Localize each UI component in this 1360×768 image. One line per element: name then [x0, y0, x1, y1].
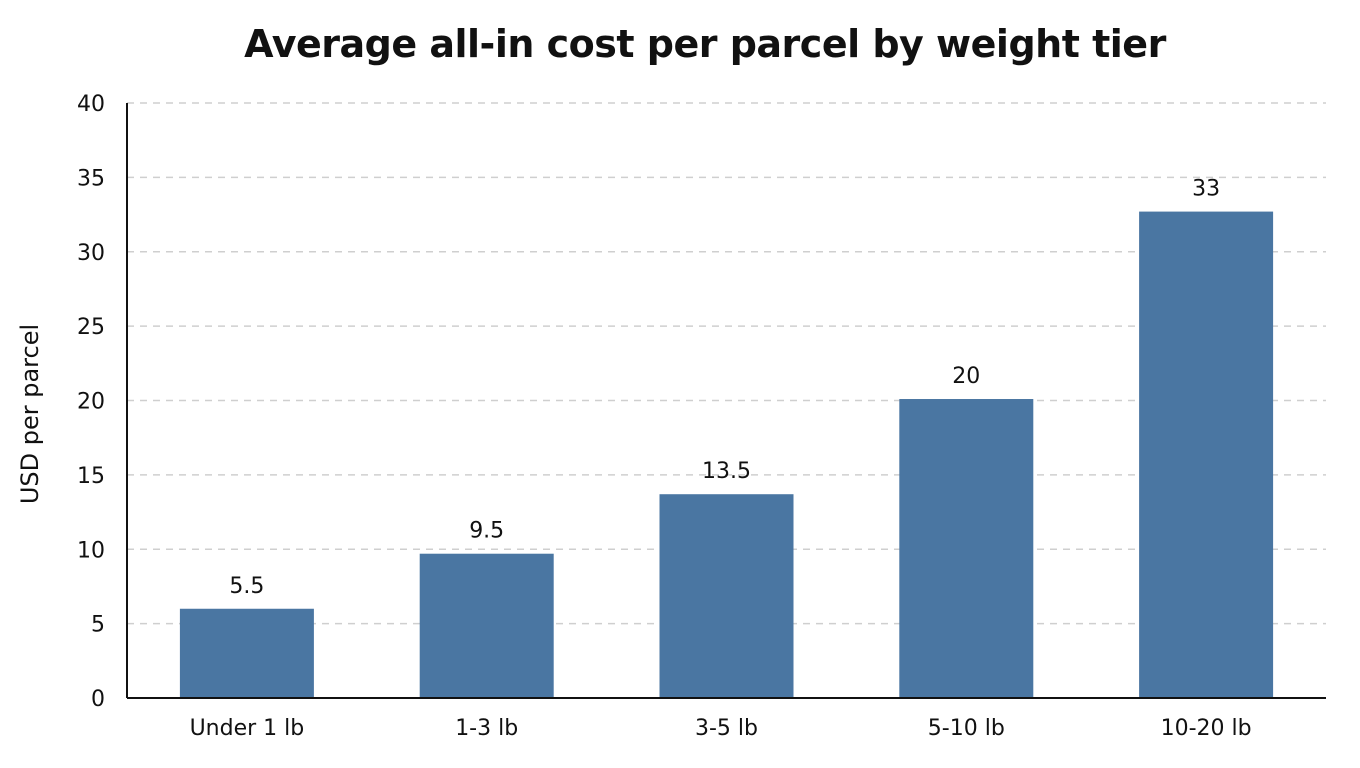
y-tick-label: 30	[77, 241, 105, 266]
y-tick-label: 20	[77, 390, 105, 415]
bar	[1139, 211, 1274, 698]
x-tick-label: 10-20 lb	[1161, 716, 1252, 741]
y-tick-label: 0	[91, 687, 105, 712]
x-tick-label: 1-3 lb	[455, 716, 518, 741]
bar	[659, 494, 794, 698]
y-axis-ticks: 0 5 10 15 20 25 30 35 40	[77, 92, 105, 712]
value-label: 20	[952, 364, 980, 389]
bars	[179, 211, 1274, 698]
chart-title: Average all-in cost per parcel by weight…	[244, 22, 1166, 66]
value-label: 5.5	[229, 574, 264, 599]
x-tick-label: 3-5 lb	[695, 716, 758, 741]
x-tick-label: 5-10 lb	[928, 716, 1005, 741]
y-tick-label: 35	[77, 166, 105, 191]
y-tick-label: 25	[77, 315, 105, 340]
value-label: 13.5	[702, 459, 751, 484]
y-tick-label: 5	[91, 613, 105, 638]
value-labels: 5.5 9.5 13.5 20 33	[229, 177, 1220, 599]
y-tick-label: 10	[77, 538, 105, 563]
y-tick-label: 40	[77, 92, 105, 117]
value-label: 33	[1192, 177, 1220, 202]
bar	[899, 399, 1034, 698]
bar	[419, 553, 554, 698]
x-tick-label: Under 1 lb	[190, 716, 305, 741]
value-label: 9.5	[469, 519, 504, 544]
bar	[179, 608, 314, 698]
y-tick-label: 15	[77, 464, 105, 489]
x-axis-ticks: Under 1 lb 1-3 lb 3-5 lb 5-10 lb 10-20 lb	[190, 716, 1252, 741]
